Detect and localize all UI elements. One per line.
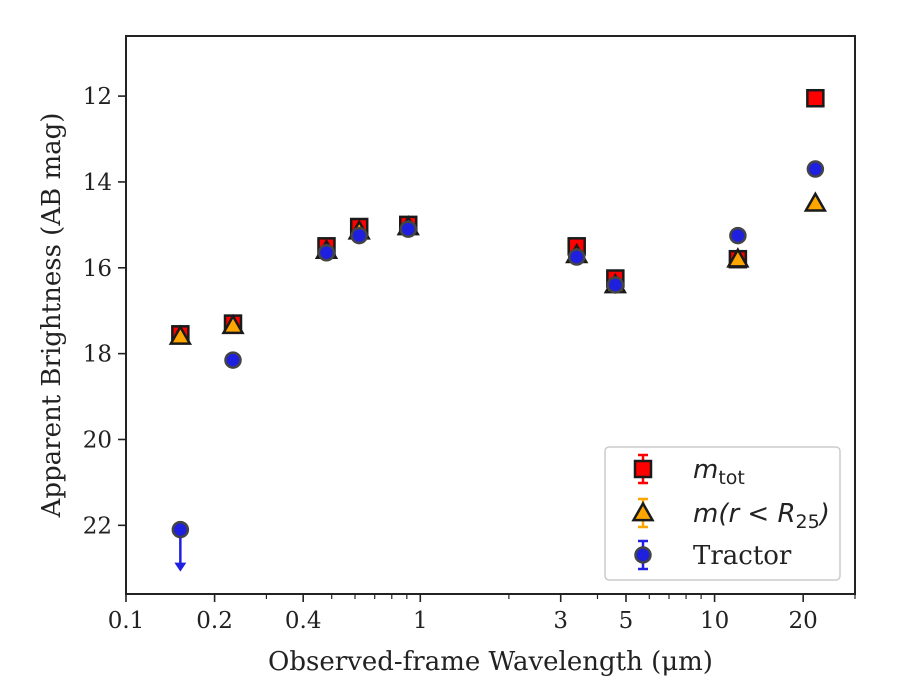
point-marker xyxy=(171,520,190,539)
legend-label: Tractor xyxy=(693,541,792,571)
data-point xyxy=(317,244,336,262)
legend-marker xyxy=(631,500,655,522)
point-marker xyxy=(221,313,245,335)
x-tick-label: 0.4 xyxy=(285,608,322,634)
legend-marker xyxy=(634,546,652,564)
x-tick-label: 5 xyxy=(619,608,634,634)
y-tick-label: 18 xyxy=(83,342,112,368)
x-tick-label: 10 xyxy=(700,608,729,634)
series-0 xyxy=(171,88,825,344)
x-axis-label: Observed-frame Wavelength (μm) xyxy=(268,647,713,677)
legend-item: m(r < R25) xyxy=(631,497,830,533)
legend-box xyxy=(604,446,841,581)
axis-ticks: 0.1 0.2 0.4 1 3 5 10 20 12 14 16 18 20 22 xyxy=(83,84,856,634)
point-marker xyxy=(317,244,336,262)
data-point xyxy=(803,191,828,212)
point-marker xyxy=(806,160,825,178)
series-1 xyxy=(168,191,828,345)
data-point xyxy=(806,160,825,178)
series-2 xyxy=(171,160,825,572)
data-point xyxy=(729,226,747,245)
y-axis-label: Apparent Brightness (AB mag) xyxy=(37,113,67,519)
point-marker xyxy=(567,248,586,266)
data-point xyxy=(399,220,417,238)
point-marker xyxy=(399,220,417,238)
plot-frame xyxy=(125,35,856,595)
point-marker xyxy=(350,226,368,245)
data-point xyxy=(806,88,825,108)
legend-item: Tractor xyxy=(634,539,792,571)
x-tick-label: 0.1 xyxy=(108,608,145,634)
point-marker xyxy=(726,247,750,268)
data-point xyxy=(224,351,242,369)
point-marker xyxy=(729,226,747,245)
data-point xyxy=(350,226,368,245)
point-marker xyxy=(606,276,625,294)
legend-label: mtot xyxy=(693,455,745,489)
plot-area: 0.1 0.2 0.4 1 3 5 10 20 12 14 16 18 20 22 xyxy=(83,35,856,634)
upper-limit-arrowhead xyxy=(174,562,187,572)
legend-item: mtot xyxy=(633,453,745,489)
data-point xyxy=(171,520,190,572)
data-point xyxy=(567,248,586,266)
y-tick-label: 16 xyxy=(83,256,112,282)
legend-label: m(r < R25) xyxy=(693,499,830,533)
data-point xyxy=(221,313,245,335)
point-marker xyxy=(224,351,242,369)
y-tick-label: 12 xyxy=(83,84,112,110)
data-point xyxy=(726,247,750,268)
x-tick-label: 20 xyxy=(789,608,818,634)
data-point xyxy=(606,276,625,294)
x-tick-label: 3 xyxy=(553,608,568,634)
legend: mtot m(r < R25) Tractor xyxy=(604,446,841,581)
point-marker xyxy=(168,324,193,345)
point-marker xyxy=(803,191,828,212)
data-point xyxy=(168,324,193,345)
x-tick-label: 0.2 xyxy=(196,608,233,634)
data-marks xyxy=(168,88,828,572)
legend-marker xyxy=(633,459,653,479)
point-marker xyxy=(806,88,825,108)
y-tick-label: 22 xyxy=(83,513,112,539)
y-tick-label: 14 xyxy=(83,170,112,196)
x-tick-label: 1 xyxy=(413,608,428,634)
y-tick-label: 20 xyxy=(83,427,112,453)
